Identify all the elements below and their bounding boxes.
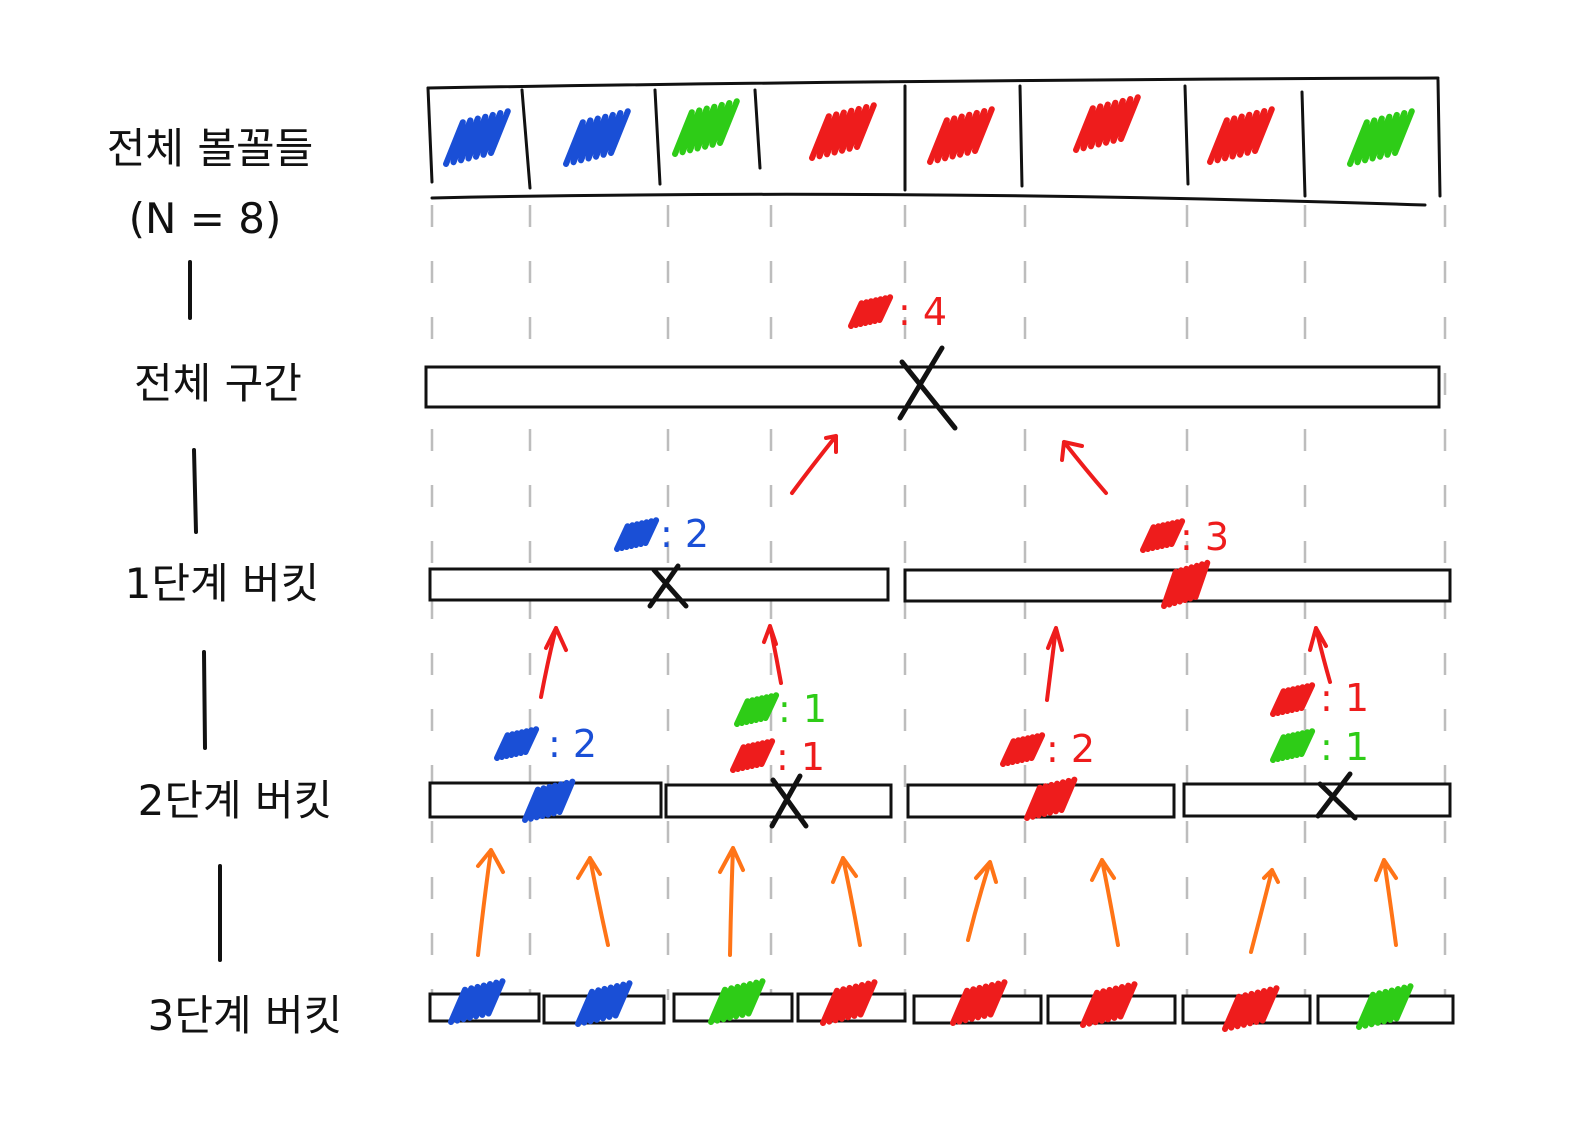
level1-result-red [1161,559,1211,609]
level3-result-red [1222,985,1280,1032]
count-text: : 1 [1320,725,1369,769]
count-text: : 1 [1320,676,1369,720]
bulb-green [1347,108,1415,167]
level2-result-blue [522,778,576,823]
arrows-level1-to-whole [790,434,1108,495]
level2-x-mark [1315,771,1358,821]
whole-range-bar [424,345,1441,431]
red-arrow [1045,626,1064,702]
level2-bucket-box [1182,782,1452,818]
level3-result-blue [448,978,506,1025]
arrows-level2-to-level1 [539,624,1332,702]
level3-result-red [950,979,1008,1026]
orange-arrow [718,846,745,957]
orange-arrow [1090,858,1120,947]
bulb-red [927,106,995,165]
count-glyph-red [730,738,776,773]
level3-result-red [1080,981,1138,1028]
red-arrow [539,626,568,699]
orange-arrow [576,856,610,947]
level1-buckets [428,563,1452,609]
label-connectors [188,260,222,962]
count-text: : 2 [1046,727,1095,771]
count-glyph-green [1270,728,1316,763]
count-labels: : 4 : 2 : 3 : 2 : 1 : 1 : 2 : 1 : 1 [494,290,1369,779]
level3-buckets [428,992,1455,1025]
label-level3: 3단계 버킷 [148,991,343,1040]
level2-buckets [428,771,1452,829]
count-glyph-red [1000,732,1046,767]
orange-arrow [966,860,998,942]
level2-x-mark [769,773,809,829]
label-level1: 1단계 버킷 [125,559,320,608]
count-glyph-blue [614,517,660,552]
label-all-bulbs: 전체 볼꼴들 [107,124,314,173]
level3-result-red [820,979,878,1026]
count-glyph-red [848,294,894,329]
count-glyph-red [1140,518,1186,553]
count-text: : 4 [898,290,947,334]
level3-result-blue [575,980,633,1027]
orange-arrow [1374,858,1398,947]
bulb-blue [563,108,631,167]
bulb-red [1073,94,1141,153]
label-level2: 2단계 버킷 [138,776,333,825]
count-glyph-red [1270,682,1316,717]
orange-arrow [476,848,505,957]
bulb-green [672,98,740,157]
red-arrow [1060,440,1108,495]
level2-result-red [1024,776,1078,821]
bulb-array [426,76,1442,207]
level1-x-mark [647,563,689,609]
orange-arrow [1249,868,1280,954]
bulb-blue [443,108,511,167]
arrows-level3-to-level2 [476,846,1398,957]
level3-result-green [708,978,766,1025]
red-arrow [790,434,838,495]
count-text: : 2 [548,722,597,766]
bulb-red [1207,106,1275,165]
label-all-bulbs-count: (N = 8) [129,194,282,243]
count-glyph-green [734,692,780,727]
bulb-red [809,102,877,161]
count-text: : 1 [778,687,827,731]
count-text: : 1 [776,735,825,779]
result-scribbles [448,559,1414,1032]
red-arrow [762,624,783,685]
whole-range-x-mark [897,345,958,431]
count-text: : 2 [660,512,709,556]
level3-result-green [1356,983,1414,1030]
count-glyph-blue [494,726,540,761]
orange-arrow [831,856,862,947]
red-arrow [1308,626,1332,684]
label-whole-range: 전체 구간 [134,359,302,408]
count-text: : 3 [1180,515,1229,559]
row-labels: 전체 볼꼴들 (N = 8) 전체 구간 1단계 버킷 2단계 버킷 3단계 버… [107,124,343,1040]
